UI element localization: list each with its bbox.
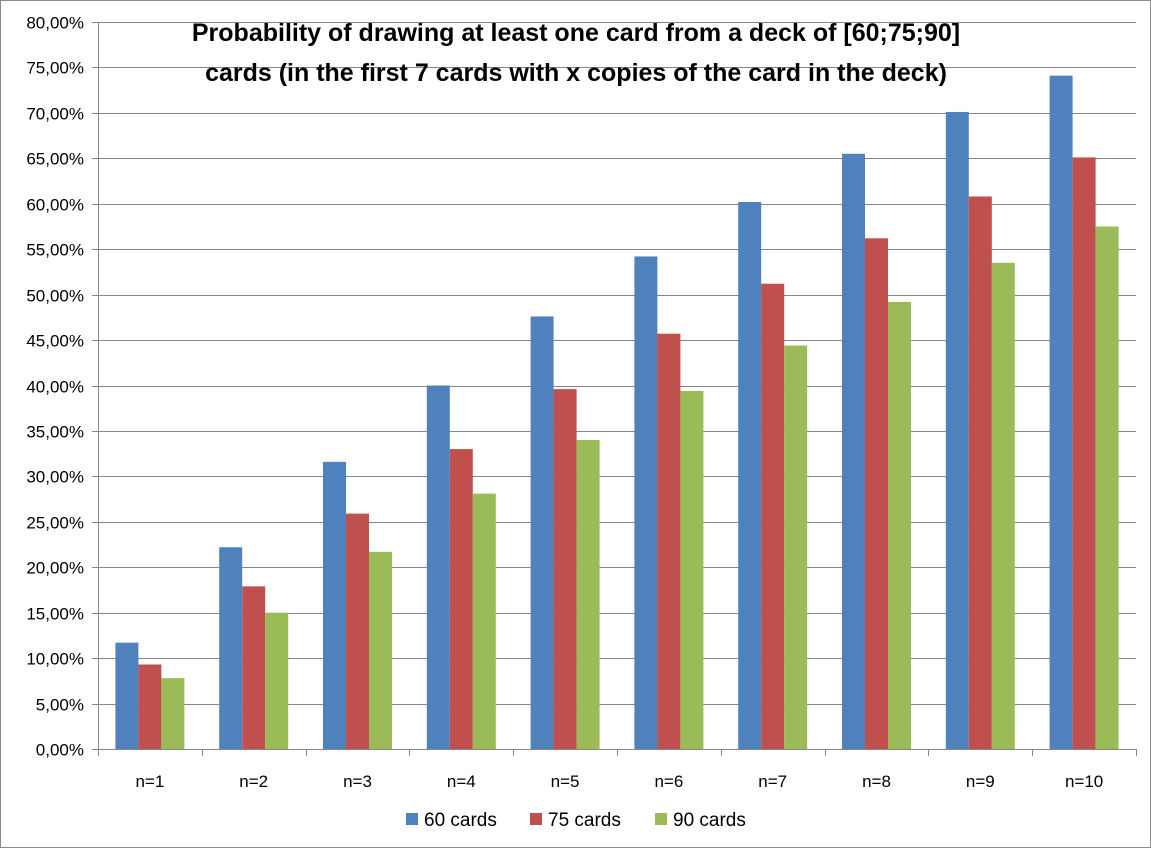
y-tick-label: 50,00% xyxy=(26,287,84,306)
x-tick-label: n=7 xyxy=(758,772,787,791)
legend: 60 cards 75 cards 90 cards xyxy=(406,810,746,831)
y-tick-label: 55,00% xyxy=(26,241,84,260)
y-tick-label: 75,00% xyxy=(26,59,84,78)
bar xyxy=(161,678,185,749)
x-tick-label: n=3 xyxy=(343,772,372,791)
x-axis-tick-labels: n=1 n=2 n=3 n=4 n=5 n=6 n=7 n=8 n=9 n=10 xyxy=(98,749,1137,791)
x-tick-label: n=8 xyxy=(862,772,891,791)
y-tick-label: 0,00% xyxy=(36,741,84,760)
bars xyxy=(115,75,1119,750)
bar xyxy=(738,201,762,749)
bar xyxy=(323,461,346,749)
bar xyxy=(634,256,658,749)
y-axis-tick-labels: 0,00% 5,00% 10,00% 15,00% 20,00% 25,00% 30,00%… xyxy=(26,14,98,760)
bar xyxy=(242,586,266,749)
bar xyxy=(1072,157,1096,749)
chart-title: Probability of drawing at least one card… xyxy=(192,19,960,87)
bar xyxy=(472,493,496,749)
bar xyxy=(449,449,473,749)
x-tick-label: n=6 xyxy=(654,772,683,791)
legend-label: 90 cards xyxy=(673,810,746,831)
x-tick-label: n=4 xyxy=(447,772,476,791)
bar xyxy=(968,196,992,750)
chart-title-line-2: cards (in the first 7 cards with x copie… xyxy=(205,59,947,87)
y-tick-label: 30,00% xyxy=(26,468,84,487)
y-tick-label: 40,00% xyxy=(26,378,84,397)
y-tick-label: 45,00% xyxy=(26,332,84,351)
bar xyxy=(761,283,785,749)
x-tick-label: n=9 xyxy=(966,772,995,791)
bar xyxy=(219,547,243,749)
legend-label: 75 cards xyxy=(548,810,621,831)
y-tick-label: 15,00% xyxy=(26,605,84,624)
chart-title-line-1: Probability of drawing at least one card… xyxy=(192,19,960,47)
y-tick-label: 70,00% xyxy=(26,105,84,124)
y-tick-label: 80,00% xyxy=(26,14,84,33)
bar xyxy=(346,513,369,749)
bar xyxy=(553,389,577,749)
x-tick-label: n=5 xyxy=(551,772,580,791)
x-tick-label: n=10 xyxy=(1065,772,1103,791)
bar xyxy=(888,301,911,749)
bar xyxy=(1095,226,1119,749)
bar xyxy=(265,612,289,749)
bar xyxy=(426,385,450,749)
legend-label: 60 cards xyxy=(424,810,497,831)
bar xyxy=(991,262,1015,749)
y-tick-label: 65,00% xyxy=(26,150,84,169)
bar xyxy=(138,664,162,749)
legend-swatch xyxy=(530,813,542,825)
bar xyxy=(680,390,704,749)
y-tick-label: 5,00% xyxy=(36,696,84,715)
legend-swatch xyxy=(406,813,418,825)
bar xyxy=(530,316,554,749)
y-tick-label: 20,00% xyxy=(26,559,84,578)
y-tick-label: 60,00% xyxy=(26,196,84,215)
y-tick-label: 35,00% xyxy=(26,423,84,442)
bar xyxy=(115,642,139,749)
bar xyxy=(842,153,865,750)
bar xyxy=(865,238,888,749)
y-tick-label: 25,00% xyxy=(26,514,84,533)
x-tick-label: n=1 xyxy=(135,772,164,791)
y-tick-label: 10,00% xyxy=(26,650,84,669)
bar xyxy=(657,333,681,749)
bar xyxy=(369,551,392,749)
legend-swatch xyxy=(655,813,667,825)
bar xyxy=(1049,75,1073,749)
bar xyxy=(576,440,600,749)
bar xyxy=(784,345,808,749)
x-tick-label: n=2 xyxy=(239,772,268,791)
bar xyxy=(945,111,969,749)
